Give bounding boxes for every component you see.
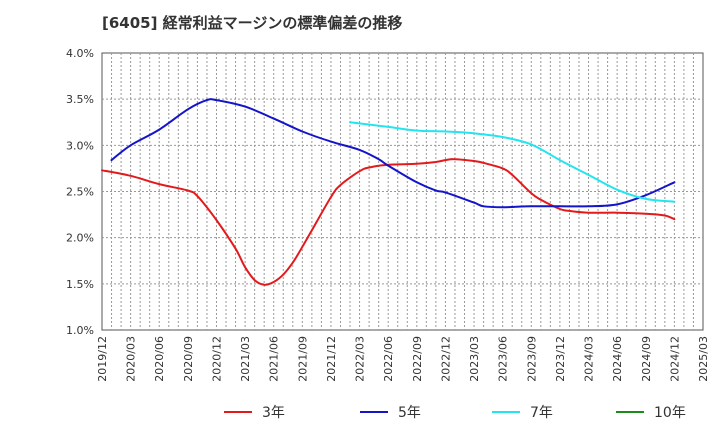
x-tick-label: 2020/03 bbox=[125, 336, 138, 382]
x-tick-label: 2021/09 bbox=[296, 336, 309, 382]
x-tick-label: 2022/03 bbox=[354, 336, 367, 382]
x-tick-label: 2024/03 bbox=[583, 336, 596, 382]
legend-label-3: 10年 bbox=[654, 405, 686, 421]
x-tick-label: 2020/09 bbox=[182, 336, 195, 382]
x-tick-label: 2024/09 bbox=[640, 336, 653, 382]
x-tick-label: 2019/12 bbox=[96, 336, 109, 382]
grid-lines bbox=[102, 53, 703, 330]
x-tick-label: 2021/06 bbox=[268, 336, 281, 382]
y-axis-labels: 1.0% 1.5% 2.0% 2.5% 3.0% 3.5% 4.0% bbox=[66, 47, 94, 337]
legend: 3年 5年 7年 10年 bbox=[224, 405, 686, 421]
x-tick-label: 2023/12 bbox=[554, 336, 567, 382]
y-tick-label: 1.0% bbox=[66, 324, 94, 337]
y-tick-label: 3.0% bbox=[66, 139, 94, 152]
chart-title: [6405] 経常利益マージンの標準偏差の推移 bbox=[102, 14, 403, 32]
x-tick-label: 2021/03 bbox=[239, 336, 252, 382]
legend-label-1: 5年 bbox=[398, 405, 421, 421]
x-tick-label: 2022/09 bbox=[411, 336, 424, 382]
x-tick-label: 2023/06 bbox=[497, 336, 510, 382]
series-line-0 bbox=[101, 158, 676, 286]
x-tick-label: 2022/06 bbox=[382, 336, 395, 382]
x-tick-label: 2024/12 bbox=[668, 336, 681, 382]
x-axis-labels: 2019/12 2020/03 2020/06 2020/09 2020/12 2021/… bbox=[96, 336, 710, 382]
series-line-1 bbox=[110, 98, 676, 209]
y-tick-label: 4.0% bbox=[66, 47, 94, 60]
y-tick-label: 2.5% bbox=[66, 186, 94, 199]
y-tick-label: 3.5% bbox=[66, 93, 94, 106]
x-tick-label: 2020/06 bbox=[153, 336, 166, 382]
y-tick-label: 2.0% bbox=[66, 232, 94, 245]
legend-label-0: 3年 bbox=[262, 405, 285, 421]
x-tick-label: 2025/03 bbox=[697, 336, 710, 382]
series-lines bbox=[101, 98, 676, 286]
x-tick-label: 2023/03 bbox=[468, 336, 481, 382]
x-tick-label: 2024/06 bbox=[611, 336, 624, 382]
legend-label-2: 7年 bbox=[530, 405, 553, 421]
x-tick-label: 2023/09 bbox=[525, 336, 538, 382]
x-tick-label: 2020/12 bbox=[210, 336, 223, 382]
x-tick-label: 2022/12 bbox=[439, 336, 452, 382]
y-tick-label: 1.5% bbox=[66, 278, 94, 291]
x-tick-label: 2021/12 bbox=[325, 336, 338, 382]
series-line-2 bbox=[349, 121, 676, 203]
